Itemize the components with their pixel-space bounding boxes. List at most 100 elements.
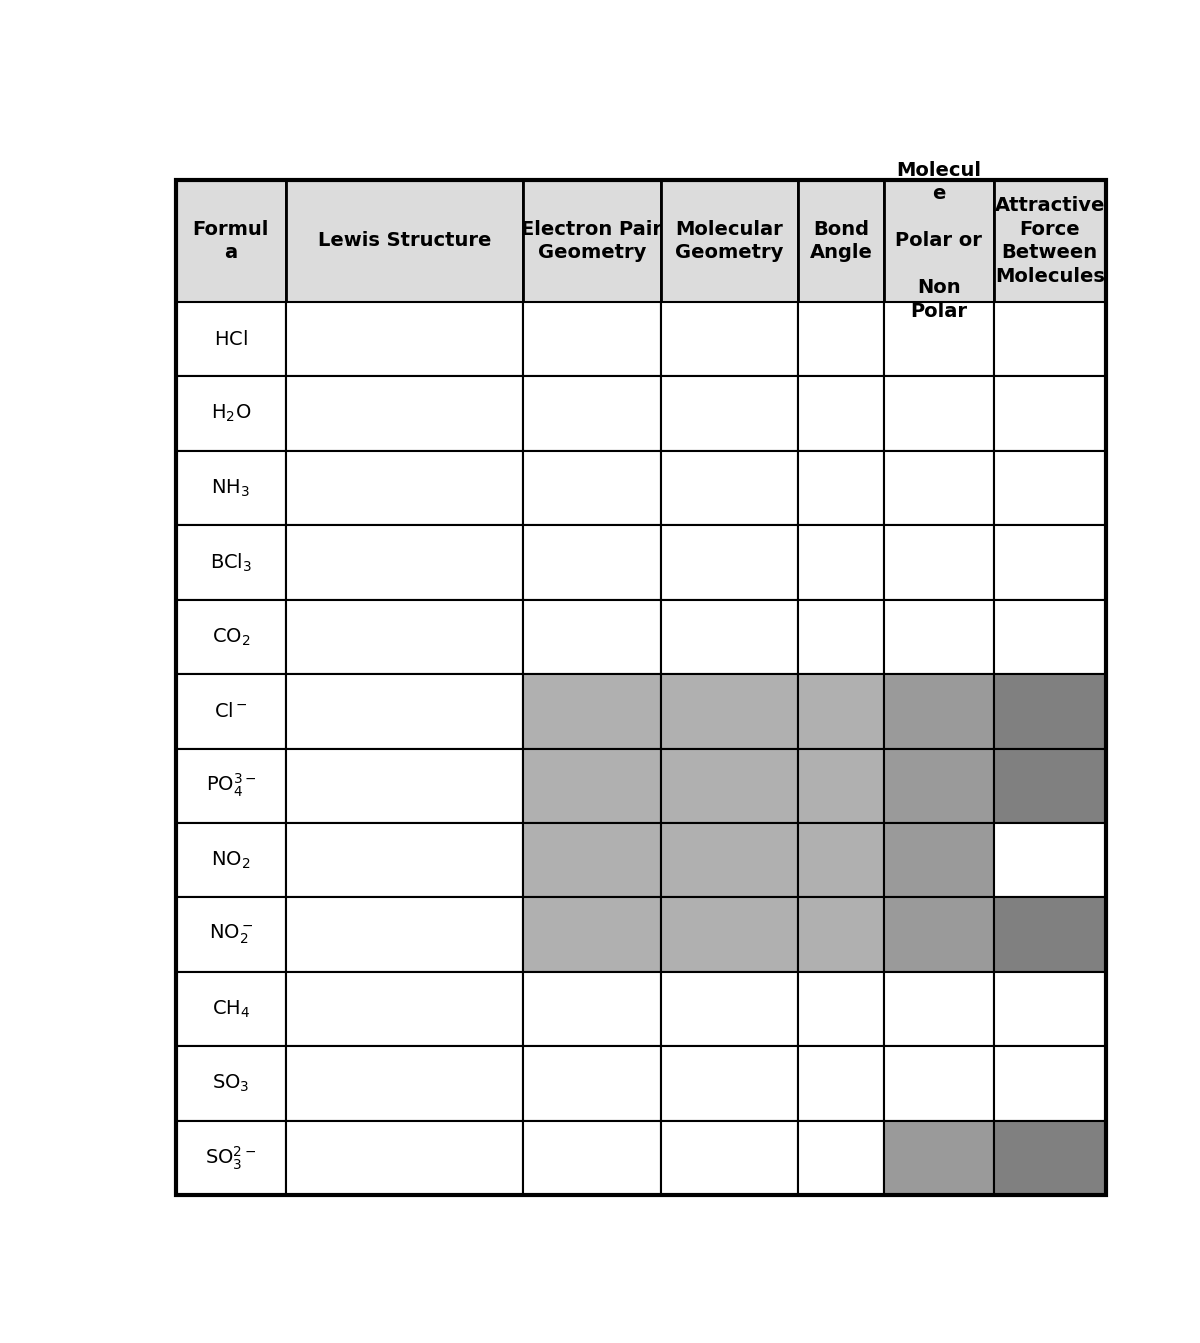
Bar [798, 748, 883, 823]
Bar [286, 525, 523, 599]
Bar [176, 972, 286, 1046]
Text: $\mathregular{CO_2}$: $\mathregular{CO_2}$ [211, 626, 250, 647]
Bar [994, 1121, 1106, 1195]
Text: $\mathregular{BCl_3}$: $\mathregular{BCl_3}$ [210, 551, 252, 573]
Bar [798, 823, 883, 897]
Bar [883, 525, 994, 599]
Bar [176, 674, 286, 748]
Bar [286, 748, 523, 823]
Bar [660, 674, 798, 748]
Bar [660, 599, 798, 674]
Bar [176, 451, 286, 525]
Bar [994, 376, 1106, 451]
Bar [523, 180, 660, 302]
Bar [798, 1046, 883, 1121]
Text: Formul
a: Formul a [193, 219, 269, 262]
Bar [883, 897, 994, 972]
Bar [883, 674, 994, 748]
Bar [660, 302, 798, 376]
Bar [883, 748, 994, 823]
Bar [660, 748, 798, 823]
Bar [660, 451, 798, 525]
Bar [798, 599, 883, 674]
Bar [286, 1121, 523, 1195]
Bar [994, 823, 1106, 897]
Bar [523, 1121, 660, 1195]
Bar [523, 748, 660, 823]
Bar [883, 451, 994, 525]
Bar [523, 897, 660, 972]
Bar [286, 972, 523, 1046]
Bar [883, 180, 994, 302]
Bar [523, 1046, 660, 1121]
Bar [798, 302, 883, 376]
Bar [883, 972, 994, 1046]
Bar [523, 302, 660, 376]
Text: $\mathregular{Cl^-}$: $\mathregular{Cl^-}$ [214, 702, 248, 721]
Bar [523, 674, 660, 748]
Bar [994, 451, 1106, 525]
Bar [798, 897, 883, 972]
Text: $\mathregular{SO_3}$: $\mathregular{SO_3}$ [212, 1073, 250, 1095]
Bar [523, 599, 660, 674]
Bar [286, 180, 523, 302]
Bar [176, 748, 286, 823]
Bar [286, 376, 523, 451]
Bar [660, 525, 798, 599]
Bar [798, 180, 883, 302]
Bar [883, 376, 994, 451]
Bar [994, 897, 1106, 972]
Bar [994, 302, 1106, 376]
Bar [798, 972, 883, 1046]
Bar [176, 180, 286, 302]
Bar [660, 972, 798, 1046]
Bar [994, 525, 1106, 599]
Bar [660, 897, 798, 972]
Bar [176, 897, 286, 972]
Bar [286, 302, 523, 376]
Bar [286, 823, 523, 897]
Text: $\mathregular{SO_3^{2-}}$: $\mathregular{SO_3^{2-}}$ [205, 1144, 257, 1171]
Bar [883, 302, 994, 376]
Bar [994, 972, 1106, 1046]
Bar [660, 1046, 798, 1121]
Bar [660, 180, 798, 302]
Bar [286, 451, 523, 525]
Bar [523, 823, 660, 897]
Bar [883, 1046, 994, 1121]
Bar [176, 1046, 286, 1121]
Bar [176, 823, 286, 897]
Bar [523, 451, 660, 525]
Bar [286, 1046, 523, 1121]
Bar [994, 748, 1106, 823]
Bar [176, 525, 286, 599]
Text: Bond
Angle: Bond Angle [810, 219, 872, 262]
Text: $\mathregular{NO_2}$: $\mathregular{NO_2}$ [211, 850, 251, 870]
Bar [286, 599, 523, 674]
Text: Attractive
Force
Between
Molecules: Attractive Force Between Molecules [995, 196, 1105, 286]
Text: Molecul
e

Polar or

Non
Polar: Molecul e Polar or Non Polar [895, 161, 982, 321]
Bar [798, 1121, 883, 1195]
Bar [660, 823, 798, 897]
Bar [176, 302, 286, 376]
Text: Electron Pair
Geometry: Electron Pair Geometry [521, 219, 662, 262]
Bar [798, 451, 883, 525]
Bar [523, 972, 660, 1046]
Bar [176, 599, 286, 674]
Text: $\mathregular{PO_4^{3-}}$: $\mathregular{PO_4^{3-}}$ [205, 772, 257, 799]
Bar [994, 1046, 1106, 1121]
Bar [523, 376, 660, 451]
Bar [286, 897, 523, 972]
Text: Molecular
Geometry: Molecular Geometry [676, 219, 784, 262]
Text: $\mathregular{CH_4}$: $\mathregular{CH_4}$ [211, 998, 250, 1019]
Bar [798, 674, 883, 748]
Bar [660, 376, 798, 451]
Bar [883, 823, 994, 897]
Bar [994, 674, 1106, 748]
Bar [798, 525, 883, 599]
Text: Lewis Structure: Lewis Structure [318, 231, 491, 250]
Bar [286, 674, 523, 748]
Bar [176, 376, 286, 451]
Bar [798, 376, 883, 451]
Text: $\mathregular{H_2O}$: $\mathregular{H_2O}$ [211, 403, 251, 424]
